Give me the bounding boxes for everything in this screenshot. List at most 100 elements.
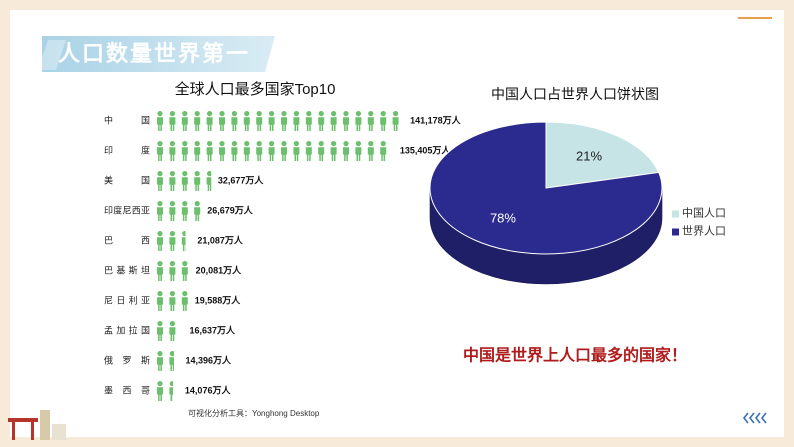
person-icon xyxy=(181,291,188,311)
person-icon xyxy=(380,111,387,131)
person-icon xyxy=(169,261,176,281)
person-icon xyxy=(281,111,287,131)
value-label: 14,076万人 xyxy=(185,384,232,395)
person-icon xyxy=(181,201,188,221)
nav-chevrons xyxy=(742,412,767,424)
person-icon xyxy=(157,201,163,221)
value-label: 14,396万人 xyxy=(186,354,233,365)
pictogram xyxy=(157,351,174,371)
pictogram xyxy=(157,321,176,341)
person-icon xyxy=(157,171,163,191)
pictogram xyxy=(157,231,186,251)
person-icon xyxy=(206,111,213,131)
person-icon xyxy=(157,321,163,341)
source-note: 可视化分析工具：Yonghong Desktop xyxy=(188,408,320,418)
person-icon xyxy=(330,111,337,131)
slide-heading: 人口数量世界第一 xyxy=(58,41,250,66)
person-icon xyxy=(181,231,186,251)
person-icon xyxy=(157,141,163,161)
person-icon xyxy=(157,111,163,131)
value-label: 19,588万人 xyxy=(195,294,242,305)
legend-swatch xyxy=(672,228,679,236)
pie-slice xyxy=(429,121,663,255)
person-icon xyxy=(157,381,163,401)
pie-label: 21% xyxy=(576,148,602,163)
person-icon xyxy=(194,171,201,191)
person-icon xyxy=(367,111,374,131)
person-icon xyxy=(157,351,163,371)
person-icon xyxy=(281,141,287,161)
pie-title: 中国人口占世界人口饼状图 xyxy=(491,87,659,103)
person-icon xyxy=(380,141,387,161)
legend-label: 中国人口 xyxy=(682,207,726,220)
pie-slice xyxy=(545,121,660,189)
pictogram xyxy=(157,111,399,131)
person-icon xyxy=(194,201,201,221)
legend-swatch xyxy=(672,210,679,218)
person-icon xyxy=(157,231,163,251)
pictogram xyxy=(157,141,387,161)
person-icon xyxy=(355,141,362,161)
person-icon xyxy=(206,141,213,161)
person-icon xyxy=(231,111,238,131)
person-icon xyxy=(243,141,250,161)
person-icon xyxy=(157,261,163,281)
person-icon xyxy=(343,141,349,161)
person-icon xyxy=(231,141,238,161)
value-label: 141,178万人 xyxy=(410,114,462,125)
person-icon xyxy=(169,171,176,191)
person-icon xyxy=(318,111,325,131)
person-icon xyxy=(194,141,201,161)
person-icon xyxy=(392,111,399,131)
value-label: 135,405万人 xyxy=(400,144,452,155)
person-icon xyxy=(268,111,275,131)
person-icon xyxy=(293,141,300,161)
pictogram xyxy=(157,201,201,221)
person-icon xyxy=(256,111,263,131)
person-icon xyxy=(355,111,362,131)
row-label: 俄罗斯 xyxy=(104,354,150,365)
pictogram xyxy=(157,381,174,401)
person-icon xyxy=(169,321,176,341)
value-label: 20,081万人 xyxy=(196,264,243,275)
person-icon xyxy=(293,111,300,131)
person-icon xyxy=(169,381,174,401)
row-label: 印度尼西亚 xyxy=(104,204,150,215)
pictogram xyxy=(157,171,212,191)
person-icon xyxy=(367,141,374,161)
value-label: 16,637万人 xyxy=(189,324,236,335)
decor-building xyxy=(8,410,66,440)
person-icon xyxy=(256,141,263,161)
value-label: 21,087万人 xyxy=(197,234,244,245)
heading-banner xyxy=(42,36,275,72)
person-icon xyxy=(169,201,176,221)
person-icon xyxy=(219,141,225,161)
person-icon xyxy=(169,231,176,251)
legend-label: 世界人口 xyxy=(682,225,726,238)
value-label: 26,679万人 xyxy=(207,204,254,215)
person-icon xyxy=(305,141,312,161)
content-area xyxy=(10,10,784,437)
pie-label: 78% xyxy=(490,211,516,226)
person-icon xyxy=(330,141,337,161)
person-icon xyxy=(181,141,188,161)
person-icon xyxy=(157,291,163,311)
person-icon xyxy=(169,291,176,311)
value-label: 32,677万人 xyxy=(218,174,265,185)
person-icon xyxy=(305,111,312,131)
person-icon xyxy=(243,111,250,131)
row-label: 墨西哥 xyxy=(104,385,150,395)
person-icon xyxy=(181,171,188,191)
conclusion: 中国是世界上人口最多的国家！ xyxy=(463,346,687,365)
pictogram xyxy=(157,261,188,281)
person-icon xyxy=(206,171,212,191)
person-icon xyxy=(194,111,201,131)
pictogram xyxy=(157,291,188,311)
person-icon xyxy=(219,111,225,131)
pictograph-title: 全球人口最多国家Top10 xyxy=(175,80,336,98)
person-icon xyxy=(181,111,188,131)
person-icon xyxy=(343,111,349,131)
person-icon xyxy=(268,141,275,161)
